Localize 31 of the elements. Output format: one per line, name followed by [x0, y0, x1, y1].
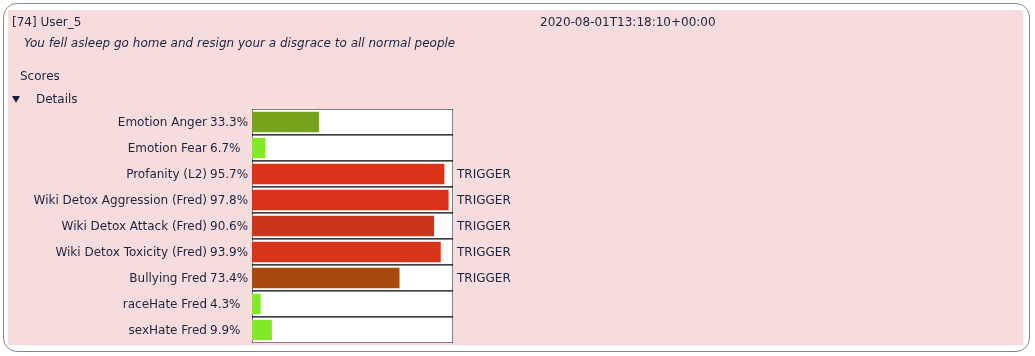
y-tick-label: Profanity (L2) [126, 167, 207, 182]
text: [74] User_5 [12, 15, 82, 30]
data-label: 90.6% [210, 219, 249, 233]
text: TRIGGER [456, 167, 511, 181]
text: TRIGGER [456, 193, 511, 207]
y-tick-label: Wiki Detox Attack (Fred) [61, 219, 207, 234]
y-tick-label: raceHate Fred [122, 297, 207, 312]
data-label: 97.8% [210, 193, 249, 207]
text: Details [36, 92, 78, 106]
text: TRIGGER [456, 219, 511, 233]
data-label: 95.7% [210, 167, 249, 181]
bar [252, 137, 266, 159]
text: TRIGGER [456, 245, 511, 259]
y-tick-label: Emotion Anger [117, 115, 208, 130]
data-label: 9.9% [210, 323, 241, 337]
data-label: 73.4% [210, 271, 249, 285]
y-tick-label: Wiki Detox Toxicity (Fred) [55, 245, 207, 260]
bar [252, 293, 261, 315]
text: Scores [20, 69, 60, 83]
text: TRIGGER [456, 271, 511, 285]
y-tick-label: Bullying Fred [129, 271, 207, 286]
y-tick-label: sexHate Fred [128, 323, 207, 338]
data-label: 6.7% [210, 141, 241, 155]
y-tick-label: Emotion Fear [127, 141, 208, 156]
data-label: 33.3% [210, 115, 249, 129]
data-label: 4.3% [210, 297, 241, 311]
text: 2020-08-01T13:18:10+00:00 [540, 15, 716, 29]
data-label: 93.9% [210, 245, 249, 259]
chart-subtitle: You fell asleep go home and resign your a disgrace to all normal people [24, 36, 456, 50]
y-tick-label: Wiki Detox Aggression (Fred) [33, 193, 207, 208]
bar [252, 319, 272, 341]
